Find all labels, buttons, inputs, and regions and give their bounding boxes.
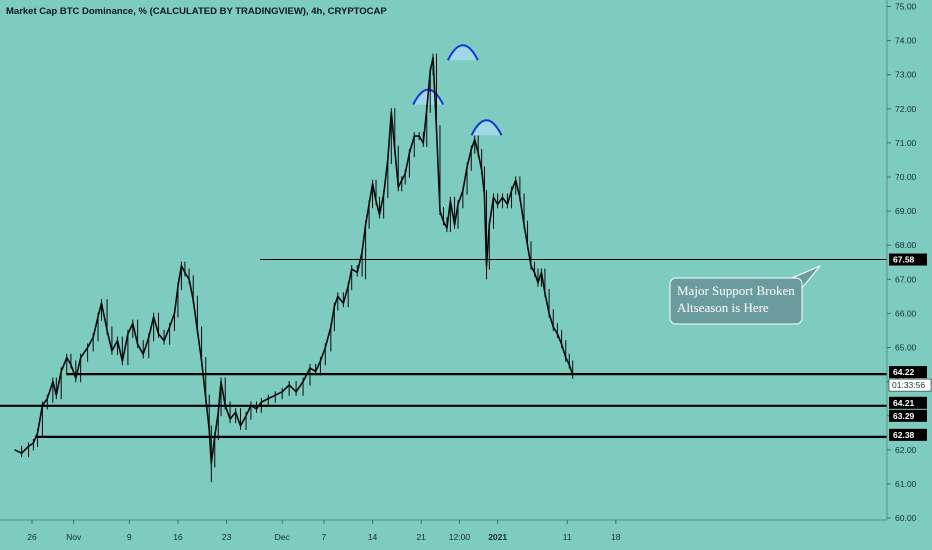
level-tag-label: 63.29 bbox=[893, 411, 915, 421]
level-tag-label: 67.58 bbox=[893, 255, 915, 265]
note-box bbox=[669, 277, 803, 325]
time-axis: 26 Nov 9 16 23 Dec 7 14 21 12:00 2021 11 18 bbox=[0, 519, 887, 542]
level-tag bbox=[889, 366, 927, 379]
price-line bbox=[14, 56, 574, 465]
x-tick-label: 14 bbox=[368, 532, 378, 542]
x-tick-label: 23 bbox=[222, 532, 232, 542]
level-tag bbox=[889, 428, 927, 441]
x-tick-label: Nov bbox=[66, 532, 82, 542]
price-axis-bg bbox=[887, 0, 932, 550]
y-tick-label: 66.00 bbox=[895, 308, 917, 318]
level-tag-label: 62.38 bbox=[893, 430, 915, 440]
note-line: Altseason is Here bbox=[677, 300, 769, 315]
peak-arc bbox=[447, 44, 479, 61]
y-tick-label: 67.00 bbox=[895, 274, 917, 284]
level-tag-label: 64.21 bbox=[893, 398, 915, 408]
y-tick-label: 74.00 bbox=[895, 36, 917, 46]
y-tick-label: 60.00 bbox=[895, 513, 917, 523]
chart-title: Market Cap BTC Dominance, % (CALCULATED … bbox=[6, 6, 387, 17]
annotation: Major Support Broken Altseason is Here bbox=[669, 265, 821, 325]
x-tick-label: 7 bbox=[322, 532, 327, 542]
price-axis: 60.0061.0062.0063.0064.0065.0066.0067.00… bbox=[886, 0, 932, 550]
y-tick-label: 75.00 bbox=[895, 2, 917, 12]
level-tag-label: 64.22 bbox=[893, 367, 915, 377]
x-tick-label: 21 bbox=[416, 532, 426, 542]
level-tag bbox=[889, 396, 927, 409]
y-tick-label: 69.00 bbox=[895, 206, 917, 216]
y-tick-label: 65.00 bbox=[895, 343, 917, 353]
y-tick-label: 70.00 bbox=[895, 172, 917, 182]
x-tick-label: Dec bbox=[275, 532, 291, 542]
y-tick-label: 68.00 bbox=[895, 240, 917, 250]
y-tick-label: 71.00 bbox=[895, 138, 917, 148]
x-tick-label: 26 bbox=[27, 532, 37, 542]
x-tick-label: 9 bbox=[127, 532, 132, 542]
level-tag bbox=[889, 409, 927, 422]
y-tick-label: 73.00 bbox=[895, 70, 917, 80]
x-tick-label: 2021 bbox=[488, 532, 507, 542]
countdown-label: 01:33:56 bbox=[892, 380, 925, 390]
x-tick-label: 18 bbox=[611, 532, 621, 542]
note-line: Major Support Broken bbox=[677, 283, 795, 298]
y-tick-label: 72.00 bbox=[895, 104, 917, 114]
y-tick-label: 62.00 bbox=[895, 445, 917, 455]
x-tick-label: 11 bbox=[563, 532, 572, 542]
x-tick-label: 16 bbox=[173, 532, 183, 542]
support-levels bbox=[0, 259, 887, 438]
countdown-tag bbox=[888, 378, 932, 392]
y-tick-label: 61.00 bbox=[895, 479, 917, 489]
level-tag bbox=[889, 253, 927, 266]
peak-arc bbox=[470, 119, 503, 136]
price-series bbox=[14, 53, 574, 483]
x-tick-label: 12:00 bbox=[449, 532, 471, 542]
